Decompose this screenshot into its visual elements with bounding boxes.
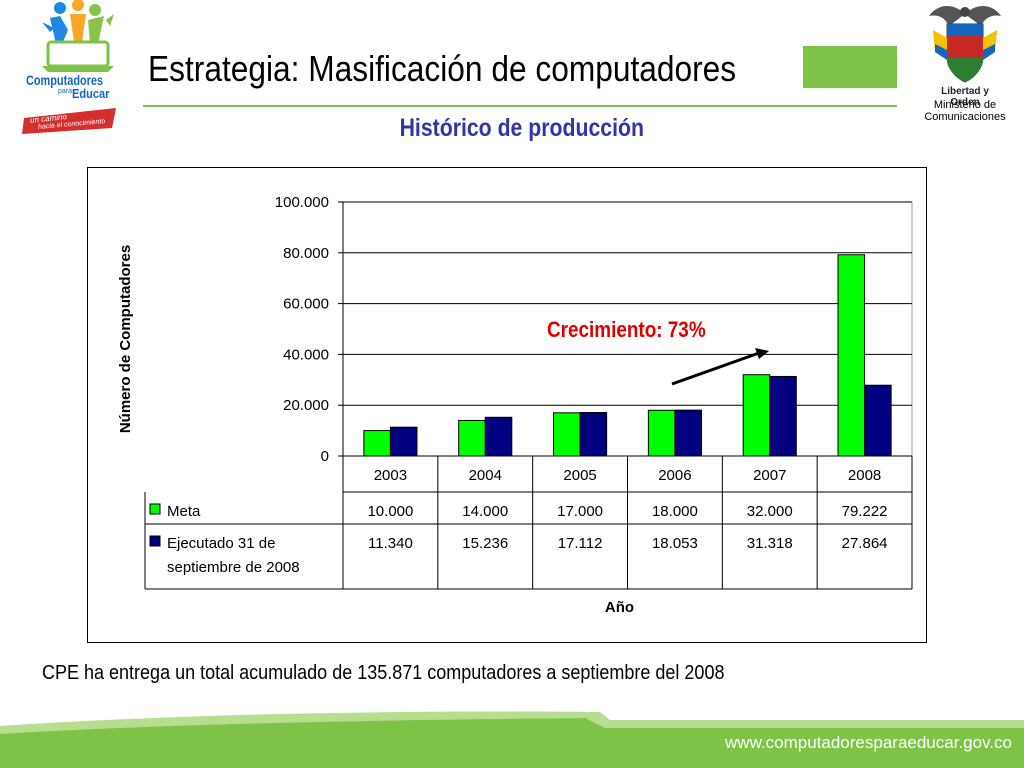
production-chart: 0 20.000 40.000 60.000 80.000 100.000 2003 2004… [117,194,913,616]
data-label: 15.236 [462,535,508,552]
legend-label-ejecutado-line1: Ejecutado 31 de [167,535,275,552]
bar-meta-2008 [837,254,866,457]
logo-brand-line2: Educar [72,86,110,101]
x-category-label: 2005 [563,467,596,484]
annotation-arrowhead [755,348,769,359]
data-label: 17.000 [557,503,603,520]
ministry-name: Ministerio de Comunicaciones [912,99,1018,123]
y-tick-label: 0 [321,448,329,465]
y-tick-label: 60.000 [283,296,329,313]
data-label: 27.864 [842,535,888,552]
legend-label-ejecutado-line2: septiembre de 2008 [167,559,300,576]
y-tick-label: 100.000 [275,194,329,211]
chart-subtitle: Histórico de producción [0,114,1024,143]
x-category-label: 2008 [848,467,881,484]
data-label: 79.222 [842,503,888,520]
bar-ejecutado-2006 [674,409,702,457]
bar-meta-2004 [458,419,486,457]
bar-meta-2005 [553,412,581,457]
coat-of-arms-graphic [929,5,1001,83]
data-label: 14.000 [462,503,508,520]
bar-ejecutado-2004 [484,416,513,457]
legend-label-meta: Meta [167,503,201,520]
legend-key-0 [149,503,161,515]
logo-brand-para: para [58,88,73,95]
coat-of-arms-emblem [915,0,1015,125]
y-tick-label: 80.000 [283,245,329,262]
annotation-arrow [671,351,760,386]
title-band: Estrategia: Masificación de computadores [143,46,897,89]
bar-ejecutado-2005 [579,412,608,457]
title-rule [143,105,897,107]
growth-annotation: Crecimiento: 73% [547,318,706,343]
logo-graphic [22,0,116,134]
legend-key-1 [149,535,161,547]
bar-meta-2007 [742,374,771,457]
bar-ejecutado-2007 [769,375,797,457]
summary-caption: CPE ha entrega un total acumulado de 135… [42,662,725,684]
ministry-motto: Libertad y Orden [941,86,989,108]
ministry-name-line1: Ministerio de [933,99,997,111]
computadores-para-educar-logo: Computadores para Educar un camino hacia… [20,0,125,140]
y-tick-label: 20.000 [283,397,329,414]
data-label: 10.000 [367,503,413,520]
x-category-label: 2003 [374,467,407,484]
data-label: 32.000 [747,503,793,520]
subtitle-text: Histórico de producción [399,114,645,142]
x-category-label: 2007 [753,467,786,484]
bar-meta-2003 [363,430,391,457]
title-band-white [143,46,803,88]
x-axis-label: Año [605,599,634,616]
page-title: Estrategia: Masificación de computadores [148,48,737,89]
data-label: 18.053 [652,535,698,552]
footer-band [0,711,1024,768]
bar-meta-2006 [647,409,676,457]
bar-ejecutado-2003 [389,426,418,457]
footer-url-link[interactable]: www.computadoresparaeducar.gov.co [725,733,1012,752]
x-category-label: 2004 [469,467,502,484]
data-label: 17.112 [558,535,603,552]
x-category-label: 2006 [658,467,691,484]
bar-ejecutado-2008 [864,384,892,457]
data-label: 31.318 [747,535,793,552]
y-axis-label: Número de Computadores [117,245,134,433]
data-label: 18.000 [652,503,698,520]
ministry-name-line2: Comunicaciones [924,111,1006,123]
y-tick-label: 40.000 [283,346,329,363]
logo-brand-line1: Computadores [26,72,104,88]
data-label: 11.340 [368,535,413,552]
